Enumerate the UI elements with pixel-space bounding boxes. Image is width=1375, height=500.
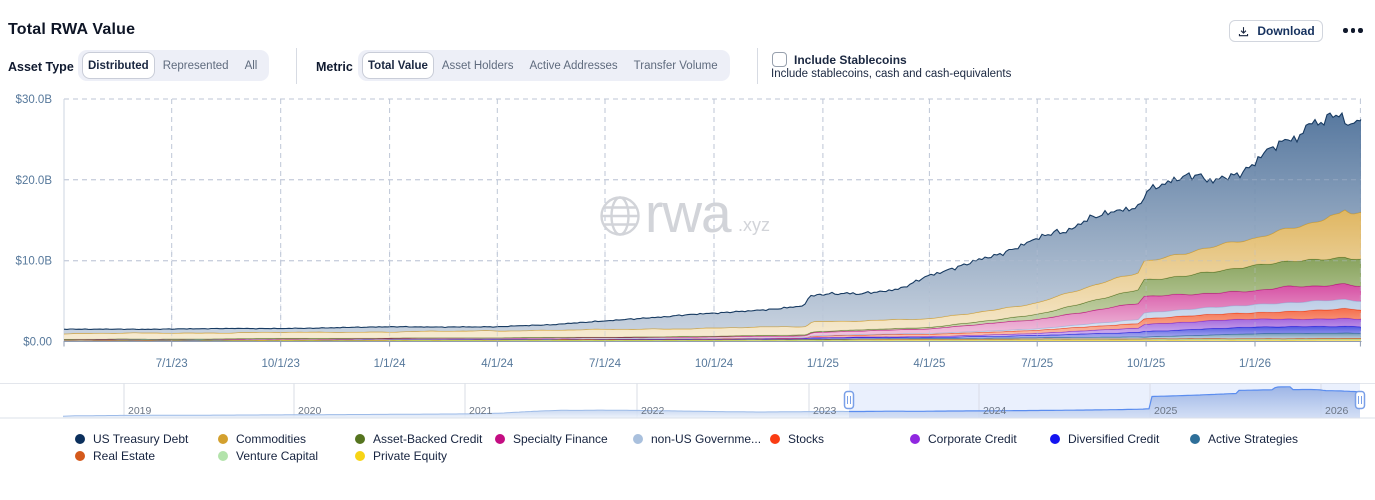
svg-text:10/1/24: 10/1/24 — [695, 358, 734, 370]
svg-text:10/1/23: 10/1/23 — [262, 358, 300, 370]
svg-text:2020: 2020 — [298, 405, 322, 417]
svg-text:2021: 2021 — [469, 405, 493, 417]
svg-text:4/1/24: 4/1/24 — [481, 358, 514, 370]
svg-text:rwa: rwa — [645, 182, 732, 244]
svg-text:4/1/25: 4/1/25 — [913, 358, 945, 370]
svg-text:2024: 2024 — [983, 405, 1007, 417]
svg-text:7/1/23: 7/1/23 — [156, 358, 188, 370]
svg-text:1/1/24: 1/1/24 — [374, 358, 407, 370]
svg-text:$20.0B: $20.0B — [16, 175, 53, 187]
svg-text:10/1/25: 10/1/25 — [1127, 358, 1165, 370]
svg-text:1/1/25: 1/1/25 — [807, 358, 839, 370]
svg-text:2025: 2025 — [1154, 405, 1178, 417]
svg-text:$0.00: $0.00 — [23, 337, 52, 349]
svg-text:2019: 2019 — [128, 405, 152, 417]
svg-text:2022: 2022 — [641, 405, 665, 417]
svg-text:1/1/26: 1/1/26 — [1239, 358, 1271, 370]
svg-text:7/1/24: 7/1/24 — [589, 358, 622, 370]
svg-text:2023: 2023 — [813, 405, 837, 417]
svg-text:2026: 2026 — [1325, 405, 1349, 417]
svg-text:7/1/25: 7/1/25 — [1021, 358, 1053, 370]
svg-text:$10.0B: $10.0B — [16, 256, 53, 268]
svg-text:$30.0B: $30.0B — [16, 94, 53, 106]
svg-text:.xyz: .xyz — [738, 215, 770, 235]
